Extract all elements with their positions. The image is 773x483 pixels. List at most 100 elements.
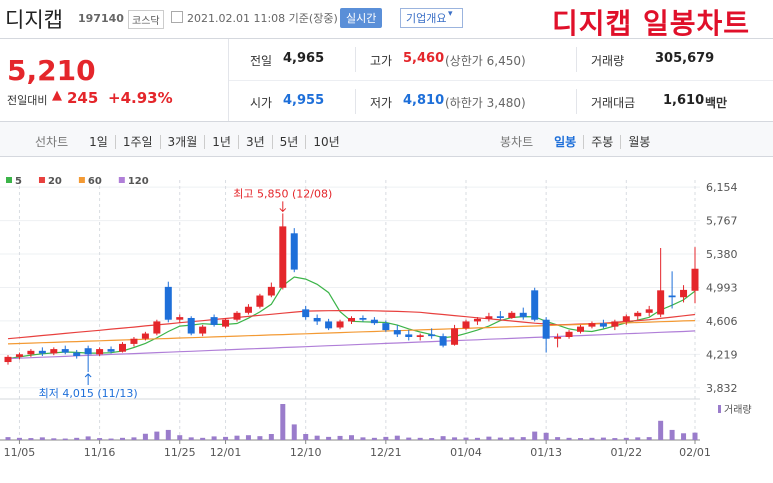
volume-bar <box>211 436 217 440</box>
tab[interactable]: 1주일 <box>114 135 160 149</box>
volume-bar <box>658 420 664 440</box>
volume-bar <box>520 437 526 440</box>
candle-body <box>38 350 46 354</box>
tab[interactable]: 월봉 <box>620 135 658 149</box>
candle-body <box>599 323 607 327</box>
high-annotation: 최고 5,850 (12/08) <box>233 187 332 200</box>
candle-body <box>176 317 184 320</box>
candle-body <box>15 354 23 357</box>
volume-bar <box>474 437 480 440</box>
candle-body <box>393 330 401 335</box>
candle-body <box>611 321 619 327</box>
candle-body <box>84 348 92 355</box>
candle-body <box>405 334 413 337</box>
legend-swatch <box>718 405 721 413</box>
candle-tabs: 봉차트 일봉 주봉 월봉 <box>500 131 658 150</box>
candle-body <box>508 312 516 318</box>
candle-body <box>279 226 287 288</box>
volume-bar <box>646 437 652 440</box>
volume-bar <box>177 435 183 440</box>
tab[interactable]: 1년 <box>204 135 238 149</box>
change: 245 <box>67 89 99 107</box>
candle-body <box>153 321 161 334</box>
company-info-button[interactable]: 기업개요 <box>400 8 464 28</box>
chart: 3,832 4,219 4,606 4,993 5,380 5,767 6,154 11/05… <box>0 176 752 459</box>
volume-bar <box>268 434 274 440</box>
y-tick-label: 4,219 <box>706 348 738 361</box>
candle-body <box>359 317 367 320</box>
candle-body <box>416 335 424 337</box>
candle-body <box>531 290 539 320</box>
x-tick-label: 01/04 <box>450 446 482 459</box>
line-tabs: 선차트 1일 1주일 3개월 1년 3년 5년 10년 <box>35 131 347 150</box>
y-tick-label: 6,154 <box>706 181 738 194</box>
volume-bar <box>51 438 57 440</box>
candle-body <box>462 321 470 329</box>
candle-body <box>645 309 653 313</box>
candle-body <box>588 323 596 327</box>
low-annotation: 최저 4,015 (11/13) <box>39 387 138 400</box>
x-tick-label: 11/16 <box>84 446 116 459</box>
volume-bar <box>486 436 492 440</box>
volume-bar <box>635 437 641 440</box>
tab[interactable]: 주봉 <box>583 135 621 149</box>
divider <box>576 89 577 114</box>
tab[interactable]: 10년 <box>305 135 347 149</box>
volume-bar <box>497 437 503 440</box>
ma-line <box>7 320 696 345</box>
volume-bar <box>578 438 583 440</box>
candle-body <box>210 317 218 325</box>
stat-label: 거래대금 <box>591 96 636 110</box>
candle-body <box>496 316 504 318</box>
price: 5,210 <box>7 54 96 87</box>
stock-name: 디지캡 <box>5 8 63 32</box>
volume-bar <box>509 437 515 440</box>
volume-bar <box>200 437 206 440</box>
stat-note: (하한가 3,480) <box>445 96 526 110</box>
y-tick-label: 4,993 <box>706 281 738 294</box>
y-tick-label: 5,380 <box>706 248 738 261</box>
candle-body <box>130 338 138 344</box>
x-tick-label: 12/10 <box>290 446 322 459</box>
tab[interactable]: 3개월 <box>159 135 205 149</box>
volume-bar <box>394 435 400 440</box>
change-pct: +4.93% <box>108 89 173 107</box>
volume-bar <box>257 436 263 440</box>
volume-bar <box>280 404 286 440</box>
candle-body <box>267 286 275 296</box>
volume-bar <box>589 437 595 440</box>
realtime-button[interactable]: 실시간 <box>340 8 383 28</box>
calendar-icon <box>171 11 183 23</box>
volume-bar <box>452 437 458 440</box>
candle-body <box>348 317 355 322</box>
volume-bar <box>85 436 91 440</box>
tab[interactable]: 5년 <box>271 135 306 149</box>
tab[interactable]: 일봉 <box>554 135 577 149</box>
stat-unit: 백만 <box>705 96 728 110</box>
volume-bar <box>303 434 309 440</box>
x-tick-label: 01/22 <box>610 446 642 459</box>
volume-bar <box>623 437 629 440</box>
volume-bar <box>371 437 377 440</box>
timestamp: 2021.02.01 11:08 기준(장중) <box>187 12 338 25</box>
volume-bar <box>360 437 366 440</box>
stat-value: 4,955 <box>283 93 325 108</box>
volume-bar <box>440 436 446 440</box>
candle-body <box>27 350 35 355</box>
candle-body <box>4 356 12 363</box>
volume-bar <box>16 437 22 440</box>
candle-body <box>61 349 69 353</box>
candle-body <box>290 233 298 270</box>
candle-body <box>50 349 58 354</box>
legend-swatch <box>118 177 125 183</box>
x-tick-label: 11/25 <box>164 446 196 459</box>
stat-value: 4,810 <box>403 93 445 108</box>
tab[interactable]: 1일 <box>89 135 108 149</box>
stock-code: 197140 <box>78 12 124 25</box>
candle-body <box>199 326 207 334</box>
tab[interactable]: 3년 <box>237 135 272 149</box>
tab-group-label: 선차트 <box>35 135 69 149</box>
market-badge: 코스닥 <box>128 10 164 29</box>
tab-group-label: 봉차트 <box>500 135 534 149</box>
candle-body <box>691 268 699 291</box>
